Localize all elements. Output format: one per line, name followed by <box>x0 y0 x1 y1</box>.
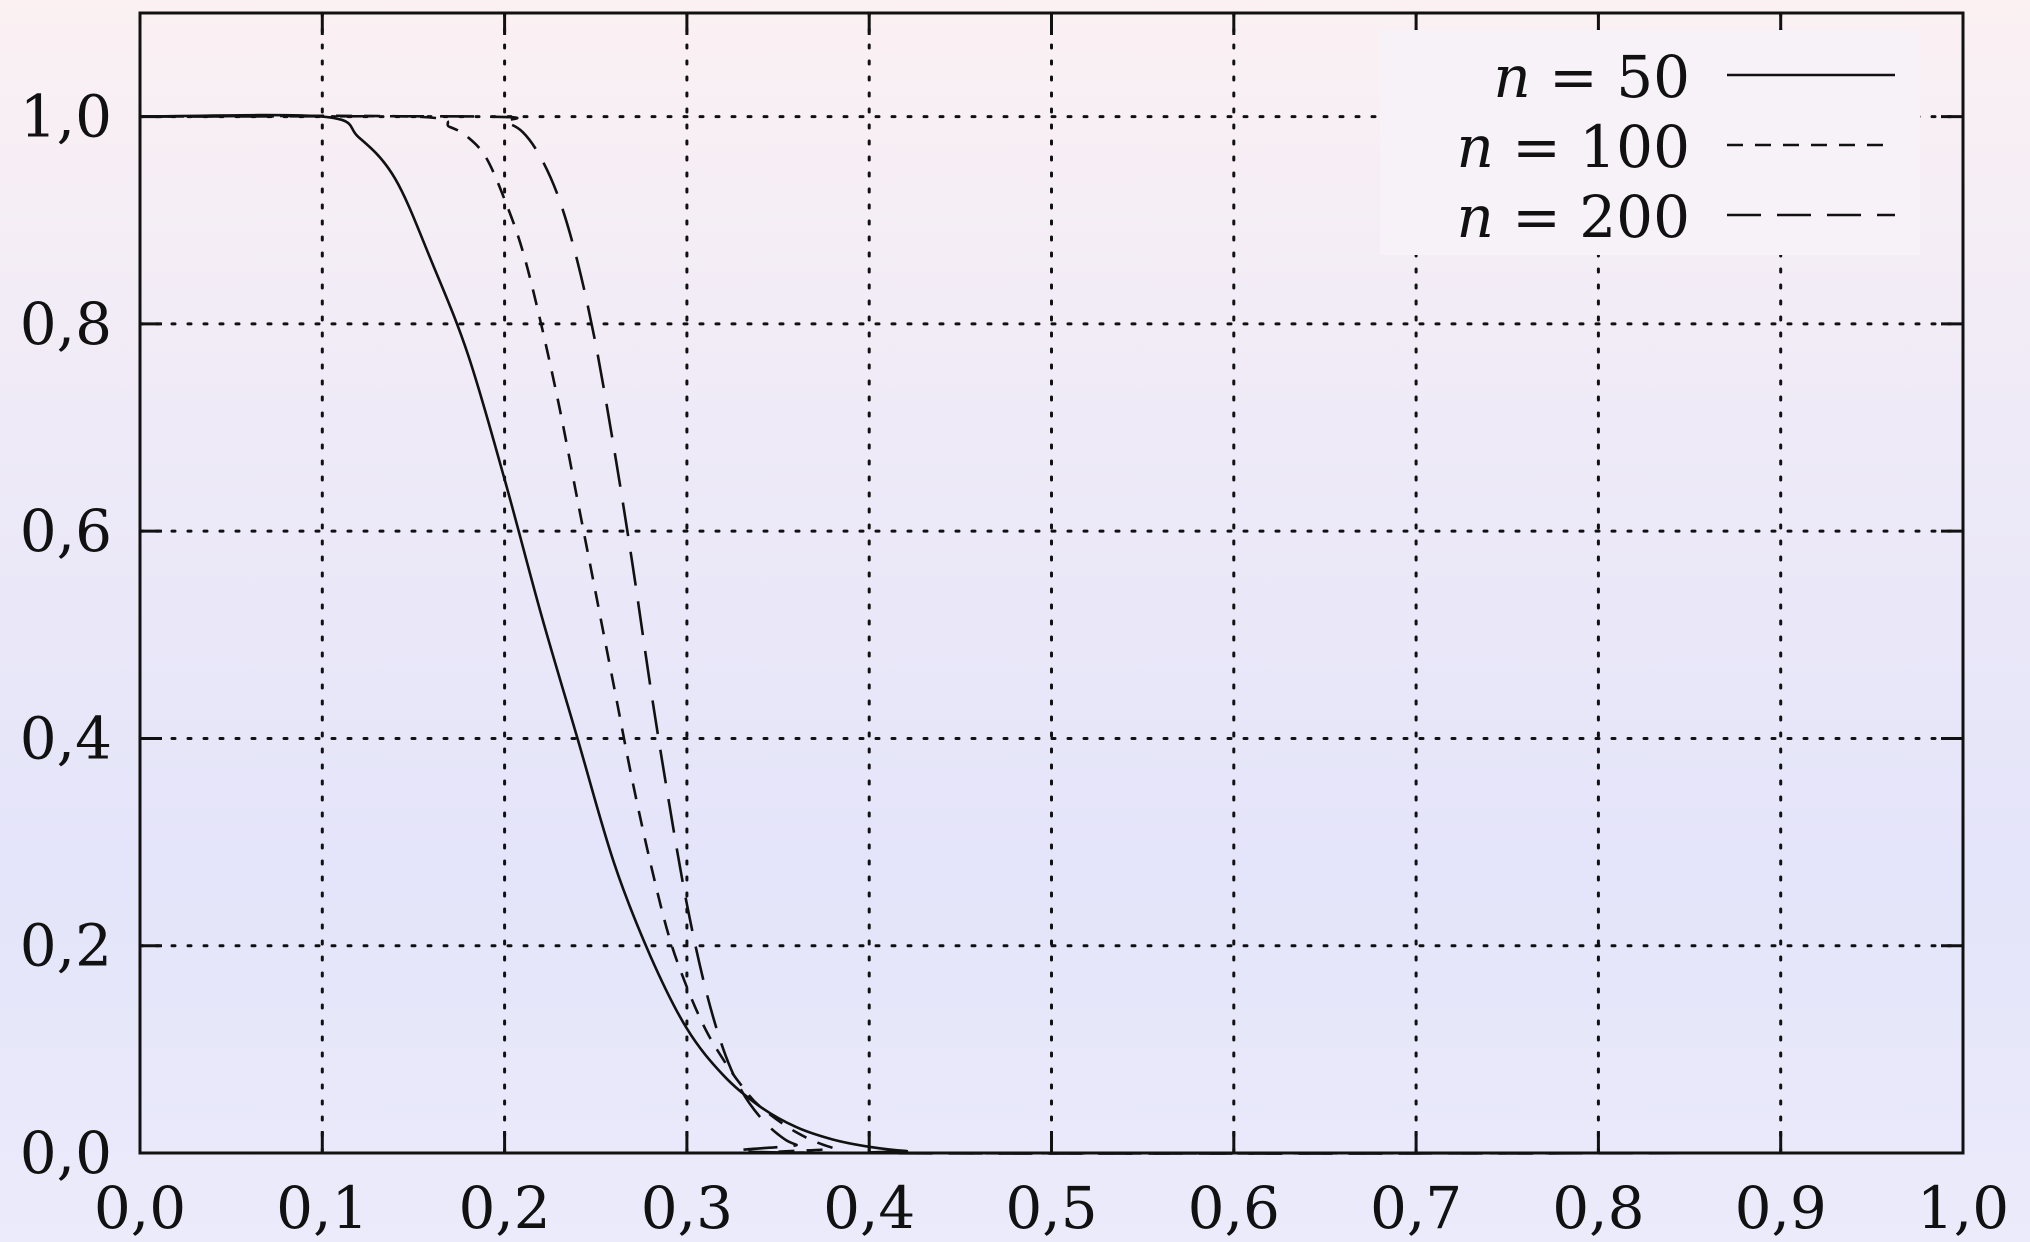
legend-value: = 100 <box>1494 113 1690 181</box>
legend-value: = 200 <box>1494 183 1690 251</box>
legend-label: n = 50 <box>1493 43 1690 111</box>
y-tick-label: 0,4 <box>20 704 112 772</box>
x-tick-label: 0,3 <box>641 1174 733 1242</box>
y-tick-label: 0,2 <box>20 912 112 980</box>
y-tick-label: 0,6 <box>20 497 112 565</box>
x-tick-label: 0,7 <box>1370 1174 1462 1242</box>
x-tick-label: 0,8 <box>1552 1174 1644 1242</box>
axis-tick-labels: 0,0 0,1 0,2 0,3 0,4 0,5 0,6 0,7 0,8 0,9 1,00,00,20… <box>20 83 2009 1242</box>
x-tick-label: 0,6 <box>1188 1174 1280 1242</box>
x-tick-label: 1,0 <box>1917 1174 2009 1242</box>
legend-label: n = 100 <box>1456 113 1690 181</box>
x-tick-label: 0,2 <box>458 1174 550 1242</box>
x-tick-label: 0,5 <box>1005 1174 1097 1242</box>
x-tick-label: 0,1 <box>276 1174 368 1242</box>
legend-value: = 50 <box>1531 43 1690 111</box>
y-tick-label: 1,0 <box>20 83 112 151</box>
y-tick-label: 0,0 <box>20 1119 112 1187</box>
x-tick-label: 0,4 <box>823 1174 915 1242</box>
legend-variable: n <box>1493 43 1530 111</box>
y-tick-label: 0,8 <box>20 290 112 358</box>
legend-variable: n <box>1456 113 1493 181</box>
x-tick-label: 0,9 <box>1735 1174 1827 1242</box>
legend-variable: n <box>1456 183 1493 251</box>
legend-label: n = 200 <box>1456 183 1690 251</box>
